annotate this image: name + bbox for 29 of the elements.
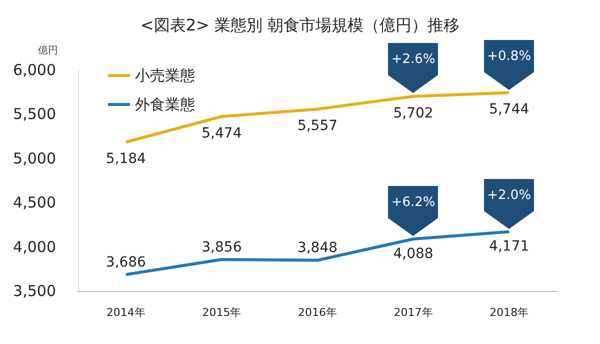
y-tick-label: 5,000 bbox=[13, 149, 56, 168]
data-label: 5,474 bbox=[202, 126, 242, 142]
chart-title: <図表2> 業態別 朝食市場規模（億円）推移 bbox=[140, 16, 460, 34]
annotation: +6.2% bbox=[390, 195, 436, 210]
annotation: +2.0% bbox=[486, 188, 532, 203]
x-tick-label: 2014年 bbox=[106, 306, 146, 319]
annotation: +0.8% bbox=[486, 48, 532, 64]
y-tick-label: 5,500 bbox=[13, 105, 56, 124]
legend-label: 小売業態 bbox=[135, 66, 195, 84]
x-tick-label: 2015年 bbox=[202, 306, 242, 319]
x-tick-label: 2016年 bbox=[298, 306, 337, 319]
data-label: 5,702 bbox=[393, 105, 434, 122]
data-label: 5,744 bbox=[489, 102, 530, 118]
y-tick-label: 6,000 bbox=[13, 61, 56, 79]
data-label: 5,557 bbox=[297, 118, 338, 134]
y-tick-label: 3,500 bbox=[13, 282, 56, 300]
data-label: 3,848 bbox=[297, 240, 338, 256]
x-tick-label: 2017年 bbox=[394, 306, 433, 319]
y-tick-label: 4,500 bbox=[13, 194, 56, 212]
data-label: 3,856 bbox=[202, 240, 242, 256]
annotation: +2.6% bbox=[390, 52, 436, 68]
x-tick-label: 2018年 bbox=[490, 306, 529, 319]
data-label: 5,184 bbox=[106, 151, 146, 168]
data-label: 4,171 bbox=[489, 238, 530, 255]
data-label: 4,088 bbox=[393, 246, 434, 262]
y-tick-label: 4,000 bbox=[13, 238, 56, 256]
y-axis-title: 億円 bbox=[38, 44, 58, 56]
legend-label: 外食業態 bbox=[135, 96, 195, 114]
data-label: 3,686 bbox=[106, 254, 146, 271]
